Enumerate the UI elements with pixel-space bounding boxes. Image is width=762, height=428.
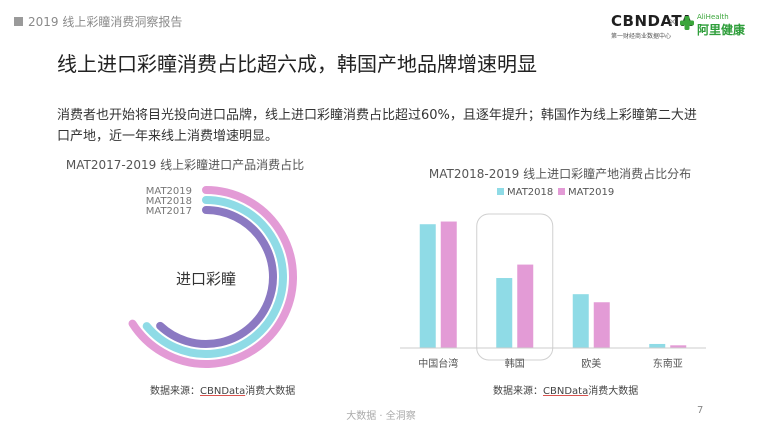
source-link[interactable]: CBNData (543, 386, 589, 397)
bar-mat2019 (593, 302, 610, 348)
bar-chart-source: 数据来源：CBNData消费大数据 (493, 386, 639, 397)
bar-mat2019 (440, 221, 457, 348)
radial-center-label: 进口彩瞳 (176, 270, 236, 288)
bar-mat2018 (419, 224, 436, 348)
x-tick-label: 中国台湾 (418, 357, 458, 370)
legend-label: MAT2019 (568, 187, 614, 198)
cbndata-logo: CBNDATA (611, 12, 694, 30)
alihealth-logo: 阿里健康 (697, 23, 746, 37)
legend-label: MAT2018 (507, 187, 553, 198)
radial-chart-title: MAT2017-2019 线上彩瞳进口产品消费占比 (65, 158, 305, 172)
bar-mat2018 (649, 343, 666, 348)
bar-mat2018 (496, 278, 513, 348)
bar-mat2019 (517, 264, 534, 348)
report-title: 2019 线上彩瞳消费洞察报告 (28, 15, 183, 29)
radial-series-label: MAT2017 (146, 206, 192, 217)
header-square-icon (14, 17, 23, 26)
radial-chart-source: 数据来源：CBNData消费大数据 (150, 386, 296, 397)
highlight-box (476, 213, 554, 361)
radial-arc-mat2019 (128, 186, 297, 368)
footer-slogan: 大数据 · 全洞察 (346, 411, 416, 422)
alihealth-logo-en: AliHealth (697, 13, 729, 21)
source-link[interactable]: CBNData (200, 386, 246, 397)
radial-series-label: MAT2019 (146, 186, 192, 197)
alihealth-cross-icon (680, 16, 694, 30)
description-text: 消费者也开始将目光投向进口品牌，线上进口彩瞳消费占比超过60%，且逐年提升；韩国… (57, 108, 697, 144)
logo-separator: × (668, 15, 678, 28)
page-number: 7 (697, 405, 704, 416)
bar-chart-title: MAT2018-2019 线上进口彩瞳产地消费占比分布 (428, 167, 692, 181)
legend-swatch (558, 188, 565, 195)
radial-series-label: MAT2018 (146, 196, 192, 207)
x-tick-label: 韩国 (505, 357, 525, 370)
legend-swatch (497, 188, 504, 195)
radial-arc-mat2018 (142, 196, 287, 358)
radial-arc-mat2017 (156, 206, 277, 348)
x-tick-label: 东南亚 (653, 357, 683, 370)
x-tick-label: 欧美 (581, 357, 601, 370)
bar-mat2019 (670, 345, 687, 348)
cbndata-logo-subtitle: 第一财经商业数据中心 (611, 33, 672, 40)
bar-mat2018 (572, 294, 589, 348)
page-title: 线上进口彩瞳消费占比超六成，韩国产地品牌增速明显 (57, 52, 537, 76)
